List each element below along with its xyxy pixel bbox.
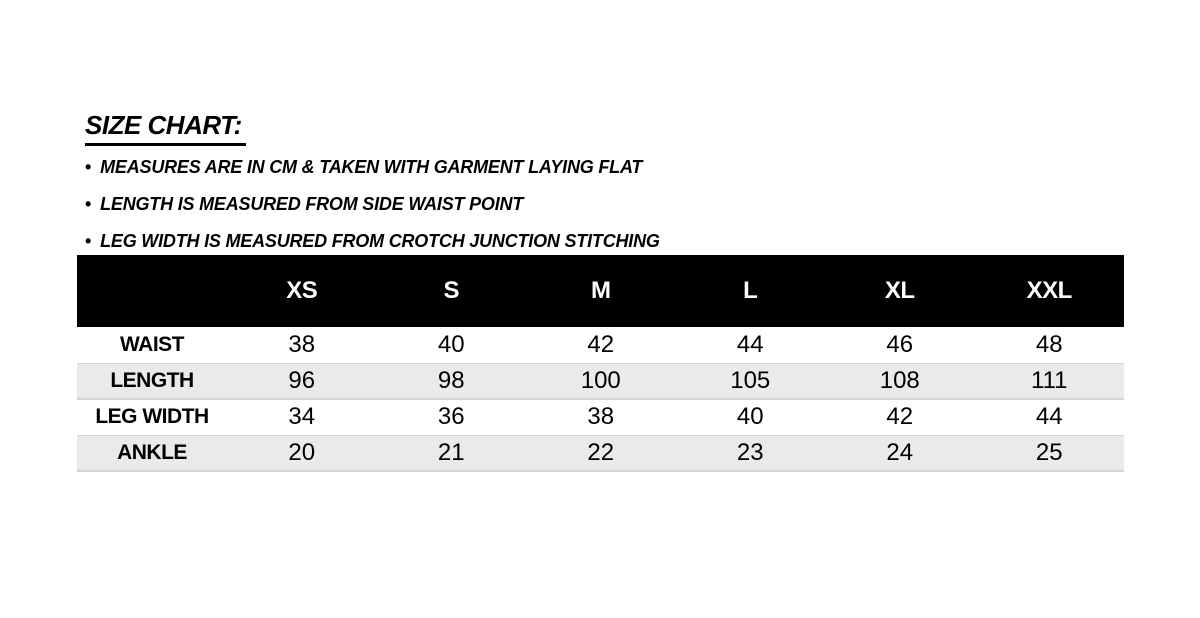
size-value-cell: 40 [437,330,465,358]
note-text: LENGTH IS MEASURED FROM SIDE WAIST POINT [100,194,524,214]
size-value-cell: 23 [675,434,825,472]
size-value-cell: 96 [227,362,377,400]
size-column-header: M [526,255,676,327]
size-value-cell: 108 [825,362,975,400]
size-value-cell: 42 [587,330,615,358]
row-label: ANKLE [77,434,227,472]
row-label: WAIST [120,332,185,356]
size-value-cell: 20 [227,434,377,472]
size-column-header: XXL [974,255,1124,327]
size-chart-title: SIZE CHART: [85,110,246,146]
size-value-cell: 36 [437,403,465,431]
note-text: LEG WIDTH IS MEASURED FROM CROTCH JUNCTI… [100,231,660,251]
note-item: • LENGTH IS MEASURED FROM SIDE WAIST POIN… [85,186,660,223]
size-value-cell: 38 [587,403,615,431]
measurement-row-ankle: ANKLE 20 21 22 23 24 25 [77,434,1124,472]
size-value-cell: 100 [526,362,676,400]
size-value-cell: 111 [974,362,1124,400]
size-column-header: L [675,255,825,327]
size-value-cell: 24 [825,434,975,472]
size-value-cell: 25 [974,434,1124,472]
size-column-header: S [376,255,526,327]
measurement-row-length: LENGTH 96 98 100 105 108 111 [77,362,1124,400]
note-item: • LEG WIDTH IS MEASURED FROM CROTCH JUNCT… [85,223,660,260]
size-value-cell: 40 [736,403,764,431]
size-value-cell: 98 [376,362,526,400]
size-value-cell: 46 [886,330,914,358]
corner-cell [77,255,227,327]
size-value-cell: 44 [1035,403,1063,431]
row-label: LENGTH [77,362,227,400]
size-value-cell: 105 [675,362,825,400]
bullet-icon: • [85,231,92,251]
bullet-icon: • [85,157,92,177]
size-value-cell: 48 [1035,330,1063,358]
measurement-row-waist: WAIST 38 40 42 44 46 48 [77,327,1124,363]
measurement-row-leg-width: LEG WIDTH 34 36 38 40 42 44 [77,399,1124,435]
size-value-cell: 22 [526,434,676,472]
size-value-cell: 38 [288,330,316,358]
size-column-header: XS [227,255,377,327]
notes-list: • MEASURES ARE IN CM & TAKEN WITH GARMENT… [85,149,660,260]
bullet-icon: • [85,194,92,214]
size-table-header-row: XS S M L XL XXL [77,255,1124,327]
size-value-cell: 42 [886,403,914,431]
size-table: XS S M L XL XXL WAIST 38 40 42 44 46 48 … [77,255,1124,472]
size-value-cell: 34 [288,403,316,431]
size-column-header: XL [825,255,975,327]
row-label: LEG WIDTH [95,405,209,429]
note-item: • MEASURES ARE IN CM & TAKEN WITH GARMENT… [85,149,660,186]
size-value-cell: 44 [736,330,764,358]
note-text: MEASURES ARE IN CM & TAKEN WITH GARMENT … [100,157,643,177]
size-value-cell: 21 [376,434,526,472]
